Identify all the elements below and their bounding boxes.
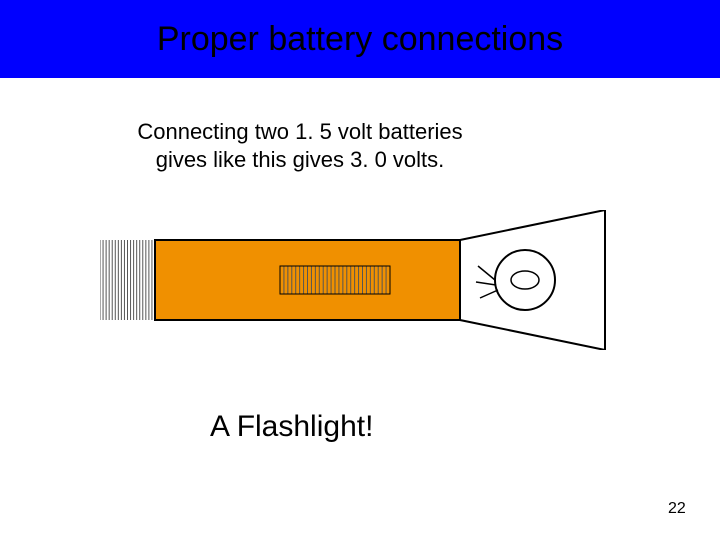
caption: A Flashlight! — [210, 410, 373, 444]
flashlight-svg — [100, 210, 620, 350]
flashlight-diagram — [100, 210, 620, 350]
slide: Proper battery connections Connecting tw… — [0, 0, 720, 540]
subtitle-block: Connecting two 1. 5 volt batteries gives… — [120, 118, 480, 173]
subtitle-line-1: Connecting two 1. 5 volt batteries — [120, 118, 480, 146]
slide-title: Proper battery connections — [157, 20, 563, 59]
page-number: 22 — [668, 500, 686, 518]
tailcap-icon — [100, 240, 155, 320]
subtitle-line-2: gives like this gives 3. 0 volts. — [120, 146, 480, 174]
title-band: Proper battery connections — [0, 0, 720, 78]
